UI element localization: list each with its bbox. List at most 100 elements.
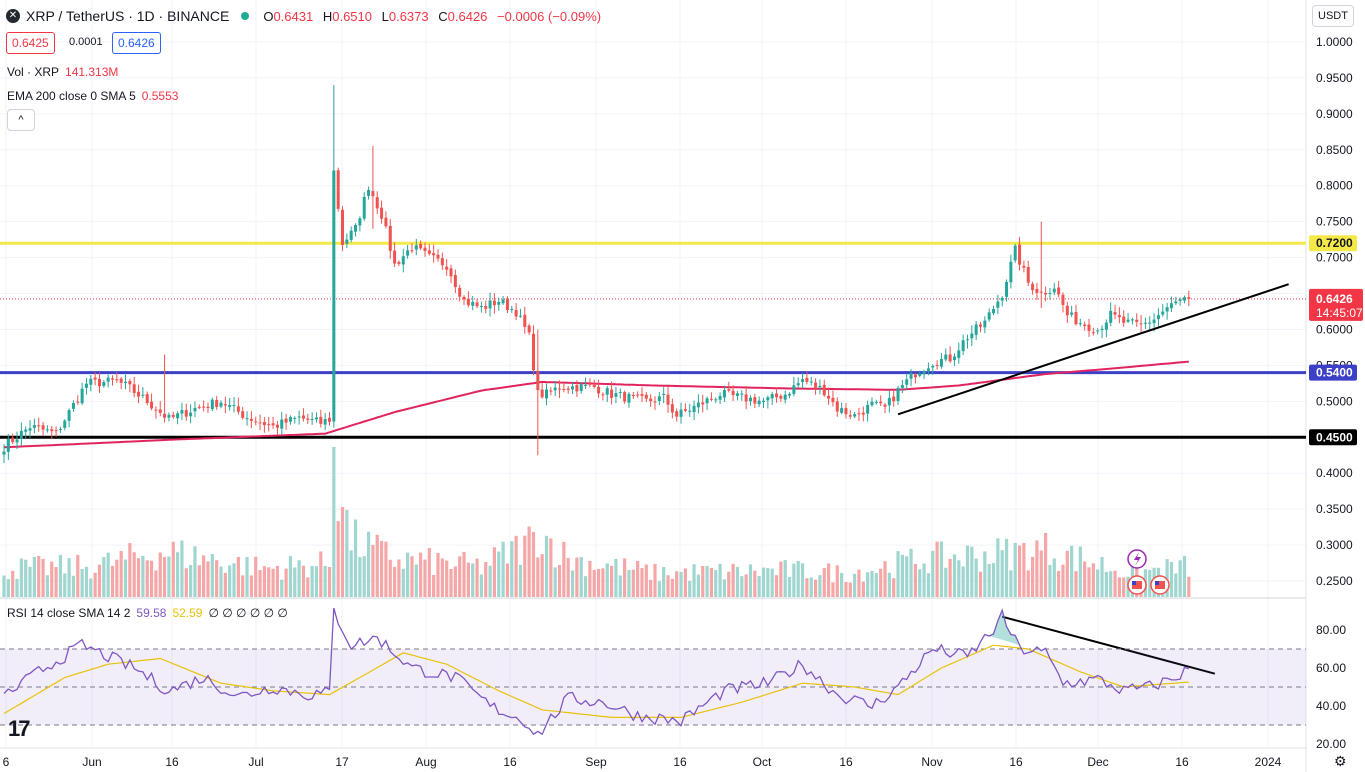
currency-button[interactable]: USDT: [1312, 5, 1354, 27]
candle-body: [848, 415, 852, 417]
candle: [479, 301, 483, 313]
symbol-title[interactable]: XRP / TetherUS · 1D · BINANCE: [26, 8, 230, 24]
candle: [323, 413, 327, 431]
candle-body: [918, 373, 922, 376]
candle: [349, 226, 353, 243]
bar-countdown-label: 14:45:07: [1316, 306, 1363, 320]
ema-legend[interactable]: EMA 200 close 0 SMA 5 0.5553: [7, 89, 179, 103]
candle: [111, 375, 114, 386]
volume-bar: [740, 576, 744, 597]
candle: [844, 403, 848, 419]
candle-body: [137, 391, 141, 397]
volume-bar: [892, 578, 896, 597]
candle-body: [631, 394, 635, 396]
candle: [992, 305, 996, 316]
candle: [1057, 280, 1061, 298]
volume-bar: [1004, 538, 1009, 597]
volume-bar: [935, 541, 939, 597]
volume-bar: [197, 565, 201, 597]
candle: [900, 379, 904, 394]
candle: [15, 431, 19, 450]
volume-bar: [284, 568, 288, 597]
candle: [371, 146, 375, 229]
candle: [67, 408, 71, 428]
candle-body: [206, 406, 210, 409]
candle-body: [883, 404, 887, 407]
volume-bar: [76, 554, 80, 597]
trend-lines[interactable]: [897, 283, 1289, 675]
market-status-icon: [241, 12, 250, 20]
volume-bar: [323, 565, 327, 597]
price-axis[interactable]: 1.0000 0.9500 0.9000 0.8500 0.8000 0.7500 0.70…: [1307, 0, 1365, 772]
candle: [1005, 279, 1009, 302]
volume-bar: [636, 560, 640, 597]
candle: [232, 397, 236, 413]
candle-body: [913, 374, 917, 378]
last-price-label: 0.6426: [1316, 292, 1353, 306]
time-axis[interactable]: 6 Jun 16 Jul 17 Aug 16 Sep 16 Oct 16 Nov 16 Dec 16 2024: [3, 755, 1282, 769]
candle: [1182, 295, 1186, 304]
candle-body: [696, 402, 700, 408]
candle-body: [84, 383, 88, 388]
candle-body: [1087, 324, 1091, 331]
volume-bar: [210, 554, 214, 597]
candle-body: [445, 266, 449, 270]
volume-bar: [436, 552, 440, 597]
candle: [336, 167, 340, 212]
candle: [627, 392, 631, 408]
candle-body: [835, 401, 839, 412]
volume-bar: [1174, 573, 1178, 597]
volume-bar: [1048, 564, 1052, 597]
candle-body: [423, 247, 427, 251]
buy-button[interactable]: 0.6426: [112, 32, 161, 54]
volume-bar: [345, 509, 349, 597]
candle: [913, 372, 917, 384]
volume-bar: [731, 563, 735, 597]
candle-body: [518, 315, 522, 317]
candlestick-series: [2, 85, 1191, 464]
price-axis-background: [1307, 0, 1365, 772]
volume-bar: [505, 563, 510, 597]
volume-bar: [779, 561, 783, 597]
volume-bar: [1035, 540, 1039, 597]
candle: [6, 434, 10, 461]
volume-bar: [15, 578, 19, 597]
candle: [801, 372, 805, 389]
candle: [401, 248, 405, 273]
rsi-legend[interactable]: RSI 14 close SMA 14 2 59.58 52.59 ∅ ∅ ∅ ∅ ∅…: [7, 606, 288, 620]
candle: [50, 426, 54, 440]
candle: [163, 354, 167, 423]
sell-button[interactable]: 0.6425: [6, 32, 55, 54]
candle-body: [670, 404, 674, 413]
candle: [301, 408, 305, 422]
candle-body: [54, 430, 58, 432]
candle: [24, 426, 28, 439]
volume-bar: [796, 561, 800, 597]
volume-bar: [991, 563, 996, 597]
candle: [132, 376, 136, 398]
level-badge-label: 0.4500: [1316, 430, 1353, 444]
volume-legend[interactable]: Vol · XRP 141.313M: [7, 65, 119, 79]
candle-body: [701, 402, 705, 405]
gear-icon[interactable]: ⚙: [1334, 753, 1347, 769]
candle-body: [280, 419, 284, 429]
candle: [592, 379, 596, 389]
candle: [1165, 302, 1169, 320]
volume-bar: [1187, 576, 1191, 597]
candle-body: [974, 324, 978, 335]
candle-body: [215, 400, 219, 408]
candle: [28, 420, 32, 438]
candle: [683, 403, 687, 413]
rsi-tick-label: 80.00: [1316, 623, 1346, 637]
volume-bar: [2, 575, 6, 597]
candle-body: [1156, 315, 1160, 320]
time-tick-label: Nov: [921, 755, 942, 769]
event-markers[interactable]: [1127, 549, 1170, 595]
candle-body: [440, 258, 444, 266]
price-tick-label: 0.3000: [1316, 538, 1353, 552]
collapse-legend-button[interactable]: ^: [7, 109, 35, 131]
candle: [206, 402, 210, 414]
candle-body: [32, 425, 36, 428]
candle: [631, 391, 635, 400]
